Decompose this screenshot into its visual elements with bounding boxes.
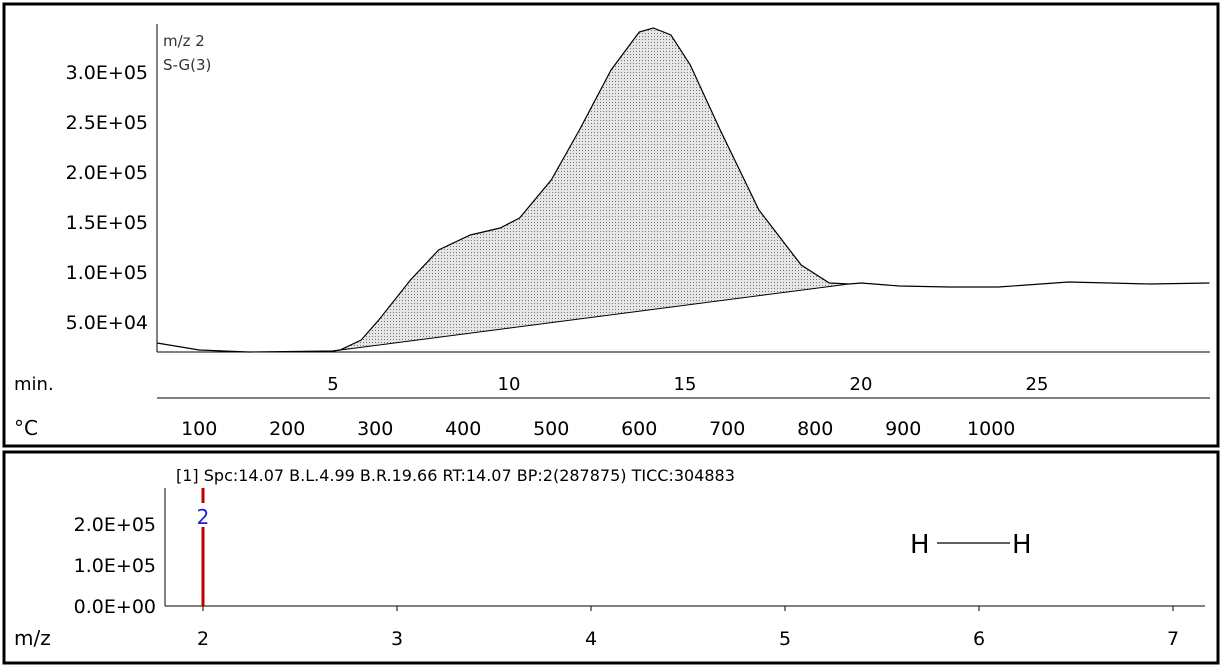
x-tick-label: 15 <box>674 374 697 395</box>
x-tick-label: 10 <box>498 374 521 395</box>
peak-baseline <box>332 283 850 352</box>
spectrum-y-tick-label: 0.0E+00 <box>74 596 156 618</box>
x-axis-label-temp: °C <box>14 416 38 440</box>
temp-tick-label: 100 <box>181 418 217 440</box>
structure-atom-right: H <box>1012 530 1032 560</box>
spectrum-x-tick-label: 3 <box>391 628 403 650</box>
spectrum-peak <box>201 487 205 606</box>
temp-tick-label: 200 <box>269 418 305 440</box>
chromatogram-panel <box>2 2 1220 448</box>
peak-area <box>332 28 850 351</box>
temp-tick-label: 900 <box>885 418 921 440</box>
temp-tick-label: 500 <box>533 418 569 440</box>
y-tick-label: 3.0E+05 <box>66 62 148 84</box>
temp-tick-label: 1000 <box>967 418 1015 440</box>
spectrum-panel <box>2 450 1220 665</box>
temp-tick-label: 700 <box>709 418 745 440</box>
spectrum-peak-label: 2 <box>197 505 210 529</box>
annotation-mz: m/z 2 <box>163 32 205 50</box>
x-tick-label: 20 <box>850 374 873 395</box>
spectrum-header: [1] Spc:14.07 B.L.4.99 B.R.19.66 RT:14.0… <box>176 466 735 485</box>
y-tick-label: 5.0E+04 <box>66 312 148 334</box>
y-tick-label: 1.5E+05 <box>66 212 148 234</box>
spectrum-x-tick-label: 6 <box>973 628 985 650</box>
spectrum-x-tick-label: 4 <box>585 628 597 650</box>
spectrum-x-tick-label: 5 <box>779 628 791 650</box>
spectrum-x-tick-label: 7 <box>1167 628 1179 650</box>
x-axis-label-mz: m/z <box>14 626 51 650</box>
spectrum-y-tick-label: 1.0E+05 <box>74 555 156 577</box>
annotation-smoothing: S-G(3) <box>163 56 211 74</box>
chromatogram-line <box>156 27 1210 353</box>
x-tick-label: 25 <box>1026 374 1049 395</box>
spectrum-y-tick-label: 2.0E+05 <box>74 514 156 536</box>
temp-tick-label: 400 <box>445 418 481 440</box>
temp-tick-label: 600 <box>621 418 657 440</box>
spectrum-x-tick-label: 2 <box>197 628 209 650</box>
y-tick-label: 1.0E+05 <box>66 262 148 284</box>
temp-tick-label: 800 <box>797 418 833 440</box>
spectrum-peak-label-bg <box>197 503 209 527</box>
y-tick-label: 2.5E+05 <box>66 112 148 134</box>
x-tick-label: 5 <box>327 374 338 395</box>
y-tick-label: 2.0E+05 <box>66 162 148 184</box>
x-axis-label-min: min. <box>14 374 54 395</box>
structure-atom-left: H <box>910 530 930 560</box>
temp-tick-label: 300 <box>357 418 393 440</box>
